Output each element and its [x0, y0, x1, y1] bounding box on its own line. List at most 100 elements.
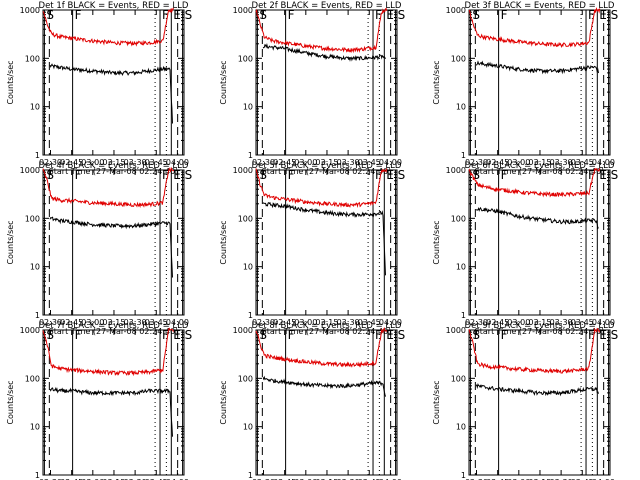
- event-marker-label: S: [259, 8, 267, 22]
- x-tick-label: 02:30: [252, 478, 275, 480]
- y-tick-label: 10: [30, 263, 40, 272]
- x-tick-label: 02:30: [252, 318, 275, 327]
- event-marker-label: F: [375, 8, 382, 22]
- lld-series-line: [42, 7, 175, 47]
- events-series-line: [475, 206, 599, 230]
- y-tick-label: 100: [238, 54, 253, 63]
- event-marker-label: S: [46, 8, 54, 22]
- x-tick-label: 03:45: [145, 318, 168, 327]
- events-series-line: [262, 42, 386, 62]
- chart-title: Det 1f BLACK = Events, RED = LLD: [39, 1, 189, 11]
- events-series-line: [262, 201, 386, 276]
- y-axis-label: Counts/sec: [6, 380, 15, 424]
- x-tick-label: 04:00: [166, 478, 189, 480]
- chart-panel: Det 6f BLACK = Events, RED = LLD 1 10 100 10…: [432, 161, 618, 336]
- x-tick-label: 02:45: [60, 478, 83, 480]
- event-marker-label: S: [185, 328, 193, 342]
- event-marker-label: F: [588, 8, 595, 22]
- x-tick-label: 04:00: [592, 158, 615, 167]
- events-series-line: [49, 216, 173, 278]
- x-tick-label: 03:30: [124, 318, 147, 327]
- y-tick-label: 1000: [20, 166, 40, 175]
- x-tick-label: 04:00: [166, 158, 189, 167]
- y-tick-label: 1000: [233, 166, 253, 175]
- y-tick-label: 1: [248, 471, 253, 480]
- x-tick-label: 02:45: [273, 158, 296, 167]
- lld-series-line: [255, 327, 388, 368]
- y-tick-label: 1: [461, 151, 466, 160]
- x-tick-label: 02:30: [39, 318, 62, 327]
- x-tick-label: 03:00: [507, 158, 530, 167]
- event-marker-label: S: [46, 168, 54, 182]
- y-tick-label: 100: [451, 54, 466, 63]
- event-marker-label: S: [185, 8, 193, 22]
- event-marker-label: S: [472, 328, 480, 342]
- x-tick-label: 03:00: [294, 318, 317, 327]
- x-tick-label: 04:00: [592, 318, 615, 327]
- x-tick-label: 02:30: [465, 318, 488, 327]
- x-tick-label: 03:45: [571, 318, 594, 327]
- x-tick-label: 03:30: [550, 318, 573, 327]
- x-tick-label: 03:30: [337, 158, 360, 167]
- chart-title: Det 4f BLACK = Events, RED = LLD: [39, 161, 189, 171]
- event-marker-label: F: [501, 8, 508, 22]
- event-marker-label: S: [611, 328, 619, 342]
- x-tick-label: 02:45: [60, 158, 83, 167]
- y-tick-label: 100: [451, 214, 466, 223]
- y-tick-label: 100: [25, 54, 40, 63]
- event-marker-label: E: [386, 168, 394, 182]
- x-tick-label: 02:30: [465, 478, 488, 480]
- chart-panel: Det 1f BLACK = Events, RED = LLD 1 10 100 10…: [6, 1, 192, 176]
- y-tick-label: 10: [243, 423, 253, 432]
- y-tick-label: 10: [30, 423, 40, 432]
- y-tick-label: 10: [243, 103, 253, 112]
- chart-title: Det 8f BLACK = Events, RED = LLD: [252, 321, 402, 331]
- y-tick-label: 1000: [446, 166, 466, 175]
- x-tick-label: 03:00: [81, 318, 104, 327]
- x-tick-label: 04:00: [379, 158, 402, 167]
- y-tick-label: 10: [456, 423, 466, 432]
- x-tick-label: 03:30: [550, 158, 573, 167]
- y-axis-label: Counts/sec: [219, 380, 228, 424]
- event-marker-label: S: [259, 328, 267, 342]
- x-tick-label: 03:15: [102, 478, 125, 480]
- y-axis-label: Counts/sec: [219, 60, 228, 104]
- event-marker-label: F: [375, 168, 382, 182]
- x-tick-label: 03:00: [507, 318, 530, 327]
- event-marker-label: F: [288, 168, 295, 182]
- event-marker-label: S: [611, 168, 619, 182]
- y-tick-label: 100: [238, 374, 253, 383]
- y-tick-label: 100: [238, 214, 253, 223]
- plot-frame: [468, 329, 611, 476]
- x-tick-label: 03:30: [337, 318, 360, 327]
- y-axis-label: Counts/sec: [432, 380, 441, 424]
- x-tick-label: 03:45: [145, 478, 168, 480]
- chart-title: Det 3f BLACK = Events, RED = LLD: [465, 1, 615, 11]
- event-marker-label: E: [599, 8, 607, 22]
- x-tick-label: 03:30: [337, 478, 360, 480]
- x-tick-label: 02:30: [39, 478, 62, 480]
- lld-series-line: [468, 7, 601, 49]
- y-tick-label: 1000: [20, 326, 40, 335]
- y-tick-label: 1000: [446, 6, 466, 15]
- y-tick-label: 10: [456, 263, 466, 272]
- chart-panel: Det 9f BLACK = Events, RED = LLD 1 10 100 10…: [432, 321, 618, 480]
- events-series-line: [49, 63, 173, 124]
- chart-panel: Det 2f BLACK = Events, RED = LLD 1 10 100 10…: [219, 1, 405, 176]
- plot-frame: [42, 9, 185, 156]
- chart-title: Det 6f BLACK = Events, RED = LLD: [465, 161, 615, 171]
- x-tick-label: 03:45: [358, 318, 381, 327]
- y-axis-label: Counts/sec: [219, 220, 228, 264]
- y-tick-label: 10: [243, 263, 253, 272]
- x-tick-label: 03:15: [102, 158, 125, 167]
- y-tick-label: 1: [461, 471, 466, 480]
- events-series-line: [49, 386, 173, 437]
- x-tick-label: 03:15: [528, 318, 551, 327]
- y-tick-label: 1: [248, 311, 253, 320]
- event-marker-label: E: [173, 8, 181, 22]
- event-marker-label: F: [162, 328, 169, 342]
- x-tick-label: 04:00: [379, 318, 402, 327]
- x-tick-label: 03:30: [124, 478, 147, 480]
- y-tick-label: 10: [30, 103, 40, 112]
